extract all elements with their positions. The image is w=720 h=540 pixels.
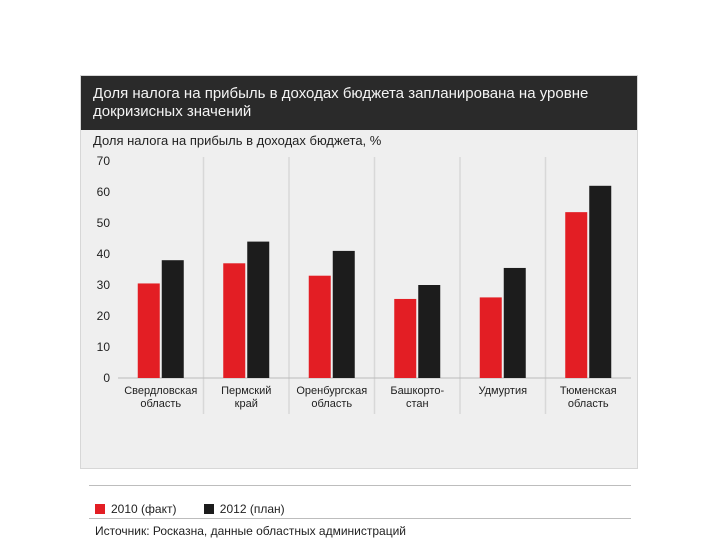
y-tick-label: 0 <box>103 371 110 385</box>
y-tick-label: 70 <box>97 154 111 168</box>
x-category-label: Тюменская <box>560 385 617 397</box>
legend-label-2010: 2010 (факт) <box>111 502 177 516</box>
legend-item-2010: 2010 (факт) <box>95 502 176 516</box>
x-category-label: стан <box>406 398 429 410</box>
y-tick-label: 30 <box>97 278 111 292</box>
y-tick-label: 50 <box>97 216 111 230</box>
legend-label-2012: 2012 (план) <box>219 502 285 516</box>
bar-2010 <box>308 275 331 378</box>
legend-divider <box>89 485 631 486</box>
chart-card: Доля налога на прибыль в доходах бюджета… <box>80 75 638 538</box>
x-category-label: Башкорто- <box>390 385 444 397</box>
x-category-label: Свердловская <box>124 385 197 397</box>
source-note: Источник: Росказна, данные областных адм… <box>95 524 406 538</box>
y-tick-label: 40 <box>97 247 111 261</box>
legend-item-2012: 2012 (план) <box>203 502 285 516</box>
legend: 2010 (факт) 2012 (план) <box>95 502 309 517</box>
bar-2012 <box>161 260 184 378</box>
y-tick-label: 20 <box>97 309 111 323</box>
y-tick-label: 10 <box>97 340 111 354</box>
y-tick-label: 60 <box>97 185 111 199</box>
x-category-label: Пермский <box>221 385 271 397</box>
bar-2010 <box>137 283 160 378</box>
x-category-label: область <box>311 398 352 410</box>
bar-2010 <box>479 297 502 378</box>
x-category-label: Оренбургская <box>296 385 367 397</box>
x-category-label: область <box>568 398 609 410</box>
bar-2012 <box>332 250 355 378</box>
bar-2012 <box>418 285 441 378</box>
x-category-label: область <box>140 398 181 410</box>
bar-2012 <box>503 267 526 378</box>
bar-2010 <box>394 298 417 378</box>
bar-2010 <box>565 212 588 378</box>
y-axis-label: Доля налога на прибыль в доходах бюджета… <box>93 133 382 148</box>
bar-2010 <box>223 263 246 378</box>
bar-chart: 010203040506070СвердловскаяобластьПермск… <box>97 154 631 414</box>
x-category-label: Удмуртия <box>478 385 527 397</box>
bar-2012 <box>589 185 612 378</box>
chart-title: Доля налога на прибыль в доходах бюджета… <box>81 76 637 130</box>
legend-swatch-2010 <box>95 504 105 514</box>
x-category-label: край <box>235 398 258 410</box>
legend-swatch-2012 <box>203 504 214 514</box>
source-divider <box>89 518 631 519</box>
bar-2012 <box>247 241 270 378</box>
